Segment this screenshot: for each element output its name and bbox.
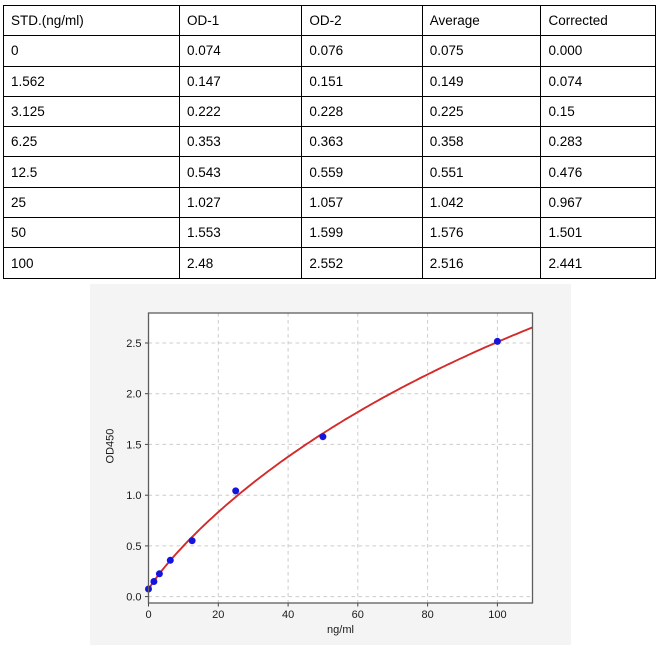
- svg-text:100: 100: [488, 609, 506, 621]
- svg-text:1.0: 1.0: [126, 490, 141, 502]
- svg-text:40: 40: [282, 609, 294, 621]
- svg-text:0.5: 0.5: [126, 541, 141, 553]
- svg-text:60: 60: [352, 609, 364, 621]
- svg-text:80: 80: [421, 609, 433, 621]
- svg-text:1.5: 1.5: [126, 439, 141, 451]
- svg-text:20: 20: [212, 609, 224, 621]
- svg-text:2.0: 2.0: [126, 389, 141, 401]
- svg-text:OD450: OD450: [105, 429, 117, 464]
- svg-text:0.0: 0.0: [126, 592, 141, 604]
- svg-text:ng/ml: ng/ml: [327, 624, 354, 636]
- svg-text:0: 0: [145, 609, 151, 621]
- svg-text:2.5: 2.5: [126, 338, 141, 350]
